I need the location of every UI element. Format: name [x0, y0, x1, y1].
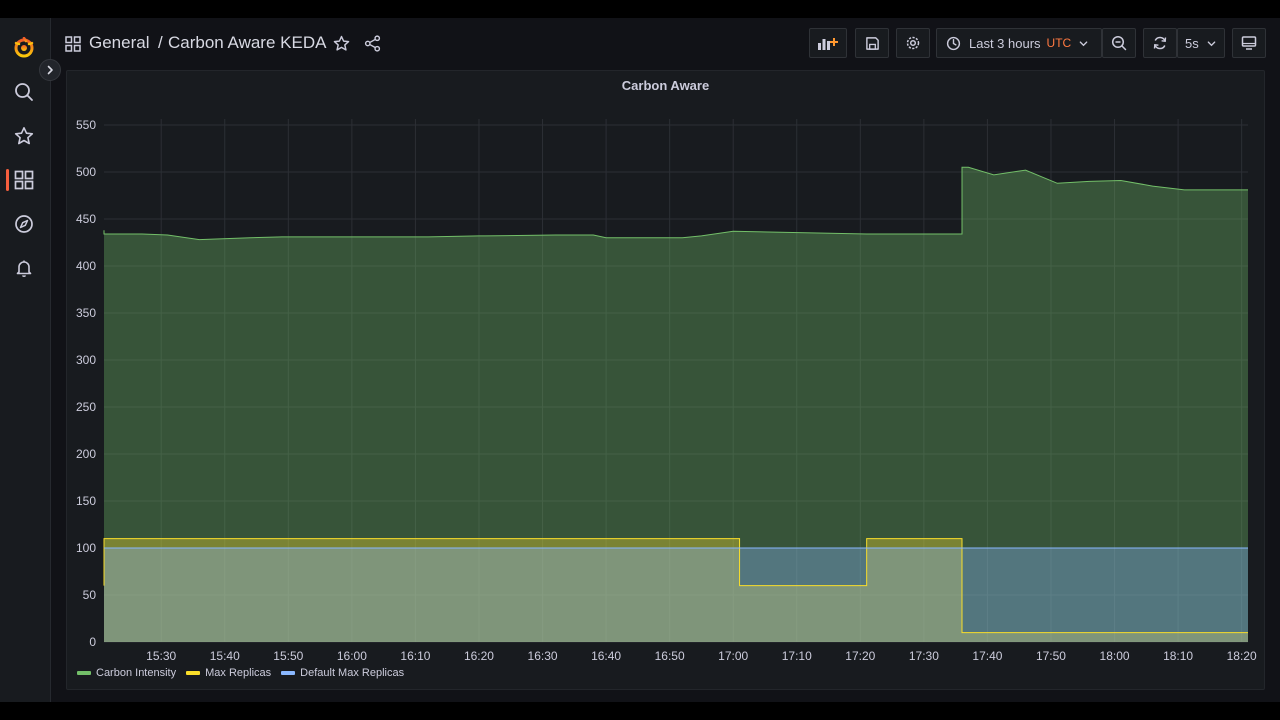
chevron-down-icon — [1079, 40, 1088, 46]
star-icon[interactable] — [333, 35, 350, 57]
legend-item[interactable]: Default Max Replicas — [281, 667, 404, 679]
chevron-right-icon — [47, 65, 53, 75]
chevron-down-icon — [1207, 40, 1216, 46]
legend-label: Max Replicas — [205, 667, 272, 679]
x-tick-label: 18:10 — [1163, 649, 1193, 661]
refresh-interval-value: 5s — [1185, 35, 1199, 51]
series-area — [104, 167, 1248, 643]
breadcrumb-folder[interactable]: General — [89, 33, 150, 52]
expand-sidebar-button[interactable] — [39, 59, 61, 81]
y-tick-label: 250 — [76, 400, 96, 414]
y-tick-label: 500 — [76, 165, 96, 179]
y-tick-label: 100 — [76, 541, 96, 555]
monitor-icon — [1241, 36, 1257, 50]
sidebar — [0, 18, 51, 702]
refresh-button[interactable] — [1143, 28, 1177, 58]
x-tick-label: 15:40 — [210, 649, 240, 661]
y-tick-label: 150 — [76, 494, 96, 508]
breadcrumb-separator: / — [158, 33, 163, 52]
x-tick-label: 16:40 — [591, 649, 621, 661]
apps-grid-icon[interactable] — [13, 169, 35, 191]
y-tick-label: 400 — [76, 259, 96, 273]
grafana-app: General / Carbon Aware KEDA Last 3 hours… — [0, 18, 1280, 702]
zoom-out-icon — [1111, 35, 1127, 51]
search-icon[interactable] — [13, 81, 35, 103]
tv-mode-button[interactable] — [1232, 28, 1266, 58]
time-series-chart[interactable]: 0 50 100 150 200 250 300 350 400 450 500 550 15:30 15… — [67, 71, 1264, 661]
legend-item[interactable]: Carbon Intensity — [77, 667, 176, 679]
x-tick-label: 16:50 — [655, 649, 685, 661]
x-tick-label: 18:20 — [1227, 649, 1257, 661]
legend-swatch — [186, 671, 201, 675]
y-tick-label: 450 — [76, 212, 96, 226]
add-panel-icon — [818, 38, 838, 50]
legend-swatch — [77, 671, 91, 675]
zoom-out-button[interactable] — [1102, 28, 1136, 58]
x-tick-label: 17:30 — [909, 649, 939, 661]
bell-icon[interactable] — [13, 257, 35, 279]
x-tick-label: 15:50 — [273, 649, 303, 661]
x-tick-label: 16:30 — [528, 649, 558, 661]
y-tick-label: 300 — [76, 353, 96, 367]
y-tick-label: 0 — [89, 635, 96, 649]
refresh-icon — [1153, 36, 1167, 50]
x-tick-label: 17:40 — [972, 649, 1002, 661]
series-line — [103, 166, 1248, 241]
save-icon — [865, 36, 879, 50]
time-range-picker[interactable]: Last 3 hours UTC — [936, 28, 1102, 58]
x-tick-label: 17:00 — [718, 649, 748, 661]
y-tick-label: 350 — [76, 306, 96, 320]
chart-panel[interactable]: Carbon Aware 0 50 100 150 200 250 300 350 400 450… — [66, 70, 1265, 690]
panel-title[interactable]: Carbon Aware — [621, 78, 710, 93]
legend-item[interactable]: Max Replicas — [186, 667, 271, 679]
x-tick-label: 16:10 — [400, 649, 430, 661]
legend-swatch — [281, 671, 296, 675]
grafana-logo-icon[interactable] — [13, 37, 35, 59]
legend: Carbon Intensity Max Replicas Default Max … — [77, 667, 414, 679]
legend-label: Carbon Intensity — [96, 667, 177, 679]
x-tick-label: 18:00 — [1100, 649, 1130, 661]
dashboard-nav: General / Carbon Aware KEDA Last 3 hours… — [51, 18, 1280, 70]
series-area — [104, 548, 1248, 642]
refresh-interval-picker[interactable]: 5s — [1177, 28, 1225, 58]
y-tick-label: 550 — [76, 118, 96, 132]
series-line — [103, 538, 1248, 634]
legend-label: Default Max Replicas — [300, 667, 405, 679]
save-dashboard-button[interactable] — [855, 28, 889, 58]
dashboard-title[interactable]: Carbon Aware KEDA — [168, 33, 327, 52]
timezone-label: UTC — [1046, 36, 1072, 50]
share-icon[interactable] — [364, 35, 381, 57]
x-tick-label: 17:20 — [845, 649, 875, 661]
x-tick-label: 17:10 — [782, 649, 812, 661]
y-tick-label: 200 — [76, 447, 96, 461]
time-range-label: Last 3 hours — [969, 35, 1041, 51]
add-panel-button[interactable] — [809, 28, 847, 58]
x-tick-label: 16:20 — [464, 649, 494, 661]
star-icon[interactable] — [13, 125, 35, 147]
x-tick-label: 15:30 — [146, 649, 176, 661]
compass-icon[interactable] — [13, 213, 35, 235]
gear-icon — [906, 36, 920, 50]
apps-grid-icon — [65, 36, 81, 57]
y-tick-label: 50 — [83, 588, 97, 602]
active-indicator — [6, 169, 9, 191]
x-tick-label: 16:00 — [337, 649, 367, 661]
clock-icon — [946, 36, 961, 50]
x-tick-label: 17:50 — [1036, 649, 1066, 661]
dashboard-settings-button[interactable] — [896, 28, 930, 58]
